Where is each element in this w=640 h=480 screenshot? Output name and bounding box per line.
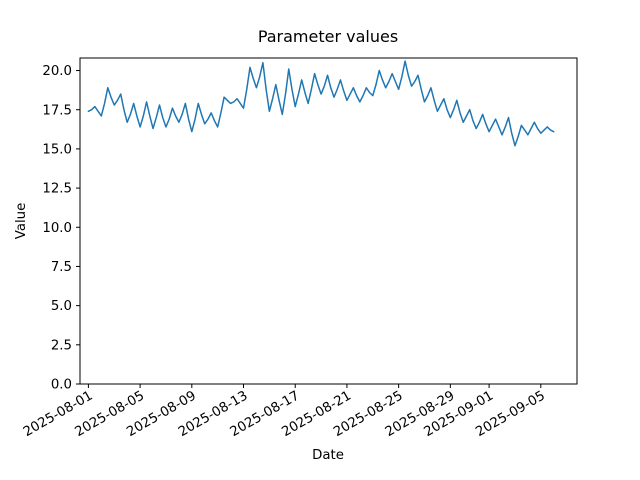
y-tick-label: 17.5	[42, 103, 72, 118]
y-tick-label: 0.0	[51, 378, 72, 393]
y-tick-label: 7.5	[51, 260, 72, 275]
x-axis-label: Date	[312, 448, 344, 463]
y-tick-label: 20.0	[42, 64, 72, 79]
y-tick-label: 10.0	[42, 221, 72, 236]
data-line-series	[87, 60, 555, 147]
y-tick-label: 5.0	[51, 299, 72, 314]
plot-frame	[79, 57, 578, 385]
y-tick-label: 12.5	[42, 182, 72, 197]
chart-title: Parameter values	[258, 27, 398, 46]
y-axis-label: Value	[14, 203, 29, 240]
y-axis-ticks: 0.0 2.5 5.0 7.5 10.0 12.5 15.0 17.5 20.0	[42, 64, 80, 393]
y-tick-label: 15.0	[42, 143, 72, 158]
y-tick-label: 2.5	[51, 338, 72, 353]
x-axis-ticks: 2025-08-012025-08-052025-08-092025-08-13…	[21, 384, 548, 440]
